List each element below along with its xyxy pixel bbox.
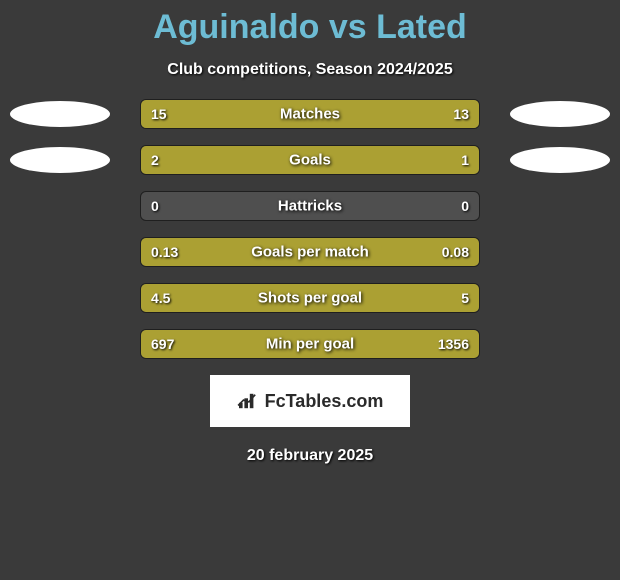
stat-value-left: 2 [151,152,159,168]
bar-fill-left [141,146,367,174]
stat-value-left: 15 [151,106,167,122]
stat-value-right: 0 [461,198,469,214]
stat-value-left: 4.5 [151,290,170,306]
date: 20 february 2025 [0,447,620,465]
player-badge-left [10,147,110,173]
stat-label: Hattricks [278,198,342,215]
player-badge-left [10,101,110,127]
stat-value-right: 13 [453,106,469,122]
subtitle: Club competitions, Season 2024/2025 [0,61,620,79]
stat-row: 4.5 5 Shots per goal [0,283,620,313]
stat-label: Goals per match [251,244,369,261]
stat-label: Goals [289,152,331,169]
stat-value-right: 5 [461,290,469,306]
bar-track: 697 1356 Min per goal [140,329,480,359]
bar-track: 0 0 Hattricks [140,191,480,221]
stat-value-left: 0.13 [151,244,178,260]
stat-row: 0 0 Hattricks [0,191,620,221]
bar-track: 0.13 0.08 Goals per match [140,237,480,267]
logo-text: FcTables.com [265,391,384,412]
stat-row: 15 13 Matches [0,99,620,129]
bar-track: 2 1 Goals [140,145,480,175]
stat-row: 0.13 0.08 Goals per match [0,237,620,267]
bar-track: 4.5 5 Shots per goal [140,283,480,313]
player-badge-right [510,101,610,127]
stat-label: Min per goal [266,336,354,353]
bar-track: 15 13 Matches [140,99,480,129]
stat-label: Shots per goal [258,290,362,307]
player-badge-right [510,147,610,173]
stat-value-right: 0.08 [442,244,469,260]
page-title: Aguinaldo vs Lated [0,0,620,47]
stat-value-right: 1 [461,152,469,168]
stat-row: 697 1356 Min per goal [0,329,620,359]
stat-row: 2 1 Goals [0,145,620,175]
barchart-icon [237,392,259,410]
stat-value-left: 697 [151,336,174,352]
stat-label: Matches [280,106,340,123]
logo-box: FcTables.com [210,375,410,427]
stat-value-right: 1356 [438,336,469,352]
stat-value-left: 0 [151,198,159,214]
comparison-chart: 15 13 Matches 2 1 Goals 0 0 Hattricks 0.13 0.08 Goa… [0,99,620,359]
